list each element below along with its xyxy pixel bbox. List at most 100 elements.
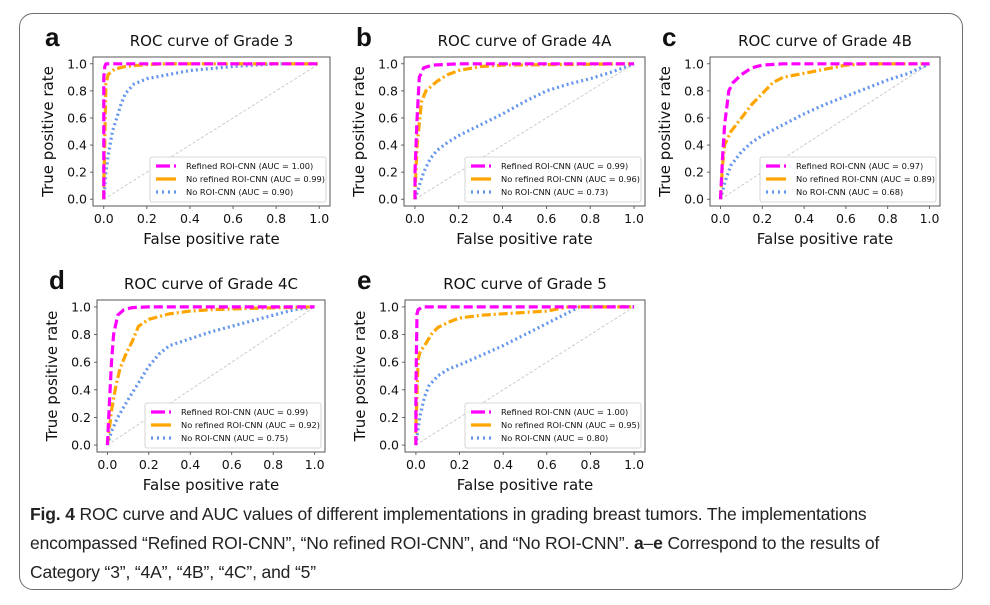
caption-text: ROC curve and AUC values of different im… [30,504,867,553]
legend-entry: No refined ROI-CNN (AUC = 0.99) [186,174,325,184]
caption-text-end: Correspond to the results of Category “3… [30,533,880,582]
legend: Refined ROI-CNN (AUC = 1.00) No refined R… [149,156,327,203]
x-axis-label: False positive rate [143,230,280,248]
x-axis-label: False positive rate [457,476,594,494]
y-tick-label: 0.2 [71,410,91,425]
y-tick-label: 0.4 [378,138,398,153]
panel-letter: d [49,265,65,295]
legend-entry: Refined ROI-CNN (AUC = 1.00) [501,407,628,417]
y-tick-label: 0.0 [67,192,87,207]
y-tick-label: 0.2 [684,165,704,180]
x-tick-label: 0.2 [137,211,157,226]
x-tick-label: 0.4 [493,457,513,472]
x-tick-label: 0.0 [94,211,114,226]
x-tick-label: 0.0 [405,211,425,226]
x-tick-label: 0.2 [449,211,469,226]
y-tick-label: 0.0 [378,192,398,207]
x-tick-label: 0.0 [97,457,117,472]
panel-letter: a [45,22,60,52]
y-tick-label: 0.8 [378,83,398,98]
chart-panel-e: e ROC curve of Grade 5 0.0 0.2 0.4 0.6 0.8 1.0 0… [351,265,646,494]
caption-panel-end: e [653,533,663,553]
figure-frame [19,13,963,590]
chance-line [415,306,635,446]
legend-box [149,156,327,203]
y-tick-label: 0.6 [378,110,398,125]
legend: Refined ROI-CNN (AUC = 0.99) No refined R… [464,156,642,203]
series-line-no-refined-roi-cnn [413,62,635,200]
y-tick-label: 0.6 [379,355,399,370]
x-tick-label: 0.6 [537,457,557,472]
caption-dash: – [643,533,654,553]
y-tick-label: 0.2 [67,165,87,180]
legend-box [144,402,322,449]
legend-box [759,156,937,203]
x-axis-label: False positive rate [757,230,894,248]
y-tick-label: 0.6 [67,110,87,125]
y-tick-label: 0.8 [67,83,87,98]
x-tick-label: 0.4 [794,211,814,226]
series-line-no-roi-cnn [413,62,635,200]
legend: Refined ROI-CNN (AUC = 0.99) No refined R… [144,402,322,449]
chart-panel-c: c ROC curve of Grade 4B 0.0 0.2 0.4 0.6 0.8 1.0… [656,22,941,248]
x-axis-label: False positive rate [456,230,593,248]
legend: Refined ROI-CNN (AUC = 1.00) No refined R… [464,402,642,449]
y-tick-label: 0.8 [684,83,704,98]
x-tick-label: 0.6 [836,211,856,226]
caption-panel-start: a [633,533,644,553]
series-line-no-roi-cnn [102,62,320,200]
panel-letter: c [662,22,676,52]
x-tick-label: 0.6 [223,211,243,226]
axes-frame [92,56,331,207]
y-tick-label: 0.4 [71,382,91,397]
legend-entry: No ROI-CNN (AUC = 0.75) [181,433,288,443]
series-line-no-roi-cnn [414,305,635,446]
x-tick-label: 0.8 [878,211,898,226]
legend-entry: Refined ROI-CNN (AUC = 0.99) [501,161,628,171]
x-tick-label: 0.6 [222,457,242,472]
x-tick-label: 0.8 [266,211,286,226]
y-tick-label: 1.0 [67,56,87,71]
y-tick-label: 0.4 [684,138,704,153]
x-tick-label: 0.4 [493,211,513,226]
series-line-no-roi-cnn [105,305,315,446]
x-tick-label: 0.2 [139,457,159,472]
chance-line [414,63,635,200]
caption-label: Fig. 4 [30,504,75,524]
x-tick-label: 0.8 [581,457,601,472]
series-line-refined-roi-cnn [105,305,315,446]
y-tick-label: 0.0 [684,192,704,207]
x-tick-label: 0.0 [711,211,731,226]
axes-frame [96,299,326,453]
panel-letter: b [356,22,372,52]
axes-frame [403,56,646,207]
series-line-refined-roi-cnn [102,62,320,200]
x-tick-label: 1.0 [305,457,325,472]
legend-entry: No ROI-CNN (AUC = 0.80) [501,433,608,443]
axes-frame [404,299,646,453]
x-tick-label: 0.4 [180,211,200,226]
x-tick-label: 0.6 [536,211,556,226]
y-tick-label: 0.8 [379,327,399,342]
y-tick-label: 0.4 [379,382,399,397]
legend-entry: Refined ROI-CNN (AUC = 1.00) [186,161,313,171]
y-tick-label: 1.0 [379,299,399,314]
y-tick-label: 0.0 [379,438,399,453]
chart-title: ROC curve of Grade 4C [124,275,298,293]
chart-panel-a: a ROC curve of Grade 3 0.0 0.2 0.4 0.6 0.8 1.0 0… [39,22,331,248]
legend-entry: No ROI-CNN (AUC = 0.68) [796,187,903,197]
series-line-refined-roi-cnn [718,62,930,200]
x-tick-label: 1.0 [309,211,329,226]
y-axis-label: True positive rate [351,311,369,443]
x-tick-label: 0.4 [180,457,200,472]
chance-line [107,306,315,446]
chart-title: ROC curve of Grade 4B [738,32,912,50]
y-tick-label: 0.8 [71,327,91,342]
series-line-no-refined-roi-cnn [414,305,635,446]
series-line-no-refined-roi-cnn [105,305,315,446]
chart-title: ROC curve of Grade 3 [130,32,294,50]
x-tick-label: 1.0 [624,457,644,472]
x-tick-label: 1.0 [624,211,644,226]
y-tick-label: 1.0 [378,56,398,71]
chance-line [720,63,930,200]
